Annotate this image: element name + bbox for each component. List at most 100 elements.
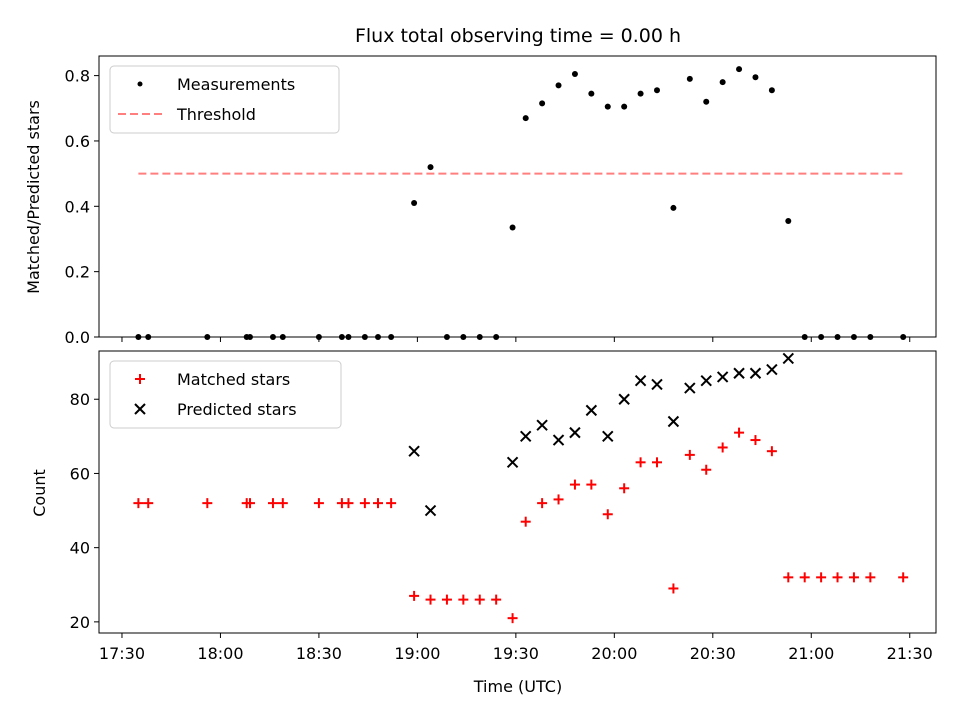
matched-star-point: [750, 435, 761, 446]
x-tick-label: 17:30: [99, 644, 145, 663]
matched-star-point: [343, 498, 354, 509]
predicted-star-point: [585, 404, 598, 417]
bottom-axes-frame: [98, 350, 937, 634]
top-panel: 0.0 0.2 0.4 0.6 0.8 Measurements Threshold: [65, 55, 937, 347]
bottom-panel: 17:30 18:00 18:30 19:00 19:30 20:00 20:30 21:00…: [70, 350, 937, 663]
matched-star-point: [458, 594, 469, 605]
measurement-point: [637, 90, 644, 97]
matched-star-point: [668, 583, 679, 594]
matched-star-point: [586, 479, 597, 490]
matched-star-point: [474, 594, 485, 605]
measurement-point: [736, 66, 743, 73]
matched-star-point: [202, 498, 213, 509]
top-y-tick-label: 0.4: [65, 197, 90, 216]
measurement-point: [785, 218, 792, 225]
top-y-tick-label: 0.2: [65, 263, 90, 282]
measurement-point: [654, 87, 660, 94]
measurement-point: [509, 224, 516, 231]
predicted-star-point: [684, 382, 696, 394]
matched-star-point: [386, 498, 397, 509]
predicted-star-point: [700, 374, 712, 387]
predicted-star-point: [408, 445, 420, 457]
matched-star-point: [652, 457, 662, 468]
matched-star-point: [717, 442, 728, 453]
chart-title: Flux total observing time = 0.00 h: [355, 25, 681, 47]
predicted-star-point: [552, 434, 565, 446]
predicted-star-point: [782, 352, 795, 365]
matched-star-point: [244, 498, 255, 509]
predicted-star-point: [569, 426, 581, 439]
predicted-star-point: [716, 371, 729, 383]
measurement-point: [588, 90, 595, 97]
matched-star-point: [701, 464, 712, 475]
bottom-y-tick-label: 40: [70, 539, 90, 558]
matched-star-point: [359, 498, 370, 509]
matched-star-point: [143, 498, 154, 509]
matched-star-point: [409, 590, 420, 601]
matched-star-point: [441, 594, 452, 605]
predicted-star-point: [667, 415, 680, 428]
measurement-point: [522, 115, 529, 122]
predicted-star-point: [733, 367, 745, 379]
matched-star-point: [684, 449, 695, 460]
predicted-star-point: [602, 430, 614, 443]
matched-star-point: [734, 427, 745, 438]
measurement-point: [427, 164, 434, 171]
matched-star-point: [537, 498, 548, 509]
legend-label: Threshold: [176, 105, 256, 124]
top-y-axis-label: Matched/Predicted stars: [24, 100, 43, 294]
legend-box: [109, 360, 342, 429]
measurement-point: [571, 70, 578, 77]
bottom-y-tick-label: 20: [70, 613, 90, 632]
matched-star-point: [865, 572, 876, 583]
measurement-point: [670, 204, 677, 211]
legend-box: [109, 65, 340, 134]
bottom-y-tick-label: 60: [70, 464, 90, 483]
x-axis-label: Time (UTC): [473, 677, 562, 696]
predicted-star-point: [424, 504, 437, 517]
x-tick-label: 19:30: [493, 644, 539, 663]
matched-star-point: [898, 572, 909, 583]
top-y-tick-label: 0.8: [65, 67, 90, 86]
matched-star-point: [799, 572, 810, 583]
legend-label: Matched stars: [177, 370, 290, 389]
matched-star-point: [766, 446, 777, 457]
measurement-point: [621, 103, 628, 110]
matched-star-point: [520, 516, 531, 527]
measurement-point: [555, 82, 562, 89]
predicted-star-point: [519, 430, 532, 443]
bottom-y-axis-label: Count: [30, 469, 49, 517]
x-tick-label: 19:00: [394, 644, 440, 663]
matched-star-point: [848, 572, 859, 583]
measurement-point: [752, 74, 759, 81]
legend-predicted-swatch: [134, 403, 146, 415]
legend-measurement-swatch: [137, 81, 143, 87]
legend-label: Measurements: [177, 75, 295, 94]
measurement-point: [768, 87, 775, 94]
x-tick-label: 18:30: [296, 644, 342, 663]
top-y-tick-label: 0.0: [65, 328, 90, 347]
matched-star-point: [569, 479, 580, 490]
measurement-point: [703, 98, 710, 105]
measurement-point: [686, 75, 693, 82]
top-y-tick-label: 0.6: [65, 132, 90, 151]
top-axes-frame: [98, 55, 937, 338]
predicted-star-point: [749, 367, 762, 379]
top-legend: Measurements Threshold: [109, 65, 340, 134]
legend-label: Predicted stars: [177, 400, 297, 419]
predicted-star-point: [618, 393, 630, 405]
bottom-legend: Matched stars Predicted stars: [109, 360, 342, 429]
predicted-star-point: [506, 456, 519, 469]
predicted-star-point: [536, 419, 548, 431]
matched-star-point: [507, 613, 518, 624]
matched-star-point: [133, 498, 144, 509]
matched-star-point: [619, 483, 630, 494]
x-tick-label: 21:30: [887, 644, 933, 663]
bottom-y-tick-label: 80: [70, 390, 90, 409]
measurement-point: [539, 100, 546, 107]
predicted-star-point: [634, 374, 647, 387]
measurement-point: [604, 103, 611, 110]
predicted-star-point: [766, 363, 778, 376]
matched-star-point: [832, 572, 843, 583]
